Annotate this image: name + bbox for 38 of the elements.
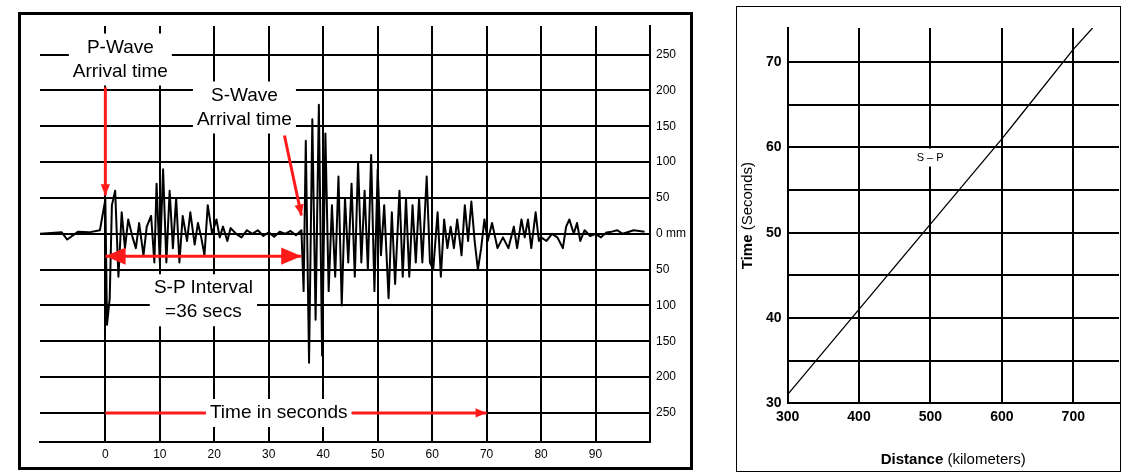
y-tick-label: 100 — [656, 297, 677, 312]
y-tick-label: 250 — [656, 405, 677, 420]
y-tick-label: 200 — [656, 369, 677, 384]
x-tick-label: 400 — [847, 408, 871, 425]
x-tick-label: 700 — [1061, 408, 1086, 425]
y-tick-label: 0 mm — [656, 226, 686, 241]
y-tick-label: 30 — [765, 394, 782, 411]
y-tick-label: 70 — [765, 52, 782, 69]
x-tick-label: 500 — [918, 408, 943, 425]
y-tick-label: 40 — [765, 308, 782, 325]
y-tick-label: 100 — [656, 154, 677, 169]
y-tick-label: 50 — [656, 190, 670, 205]
x-tick-label: 600 — [990, 408, 1014, 425]
annotation: P-Wave Arrival time — [72, 35, 168, 81]
x-axis-title: Distance (kilometers) — [880, 450, 1026, 468]
y-tick-label: 200 — [656, 82, 677, 97]
x-tick-label: 70 — [479, 447, 494, 462]
annotation: S-Wave Arrival time — [196, 83, 292, 129]
x-tick-label: 90 — [588, 447, 603, 462]
y-axis-title: Time (Seconds) — [738, 161, 756, 270]
x-tick-label: 50 — [371, 447, 385, 462]
x-tick-label: 60 — [425, 447, 440, 462]
y-tick-label: 50 — [656, 261, 670, 276]
y-tick-label: 150 — [656, 333, 677, 348]
x-tick-label: 10 — [153, 447, 167, 462]
x-tick-label: 80 — [534, 447, 549, 462]
y-tick-label: 60 — [765, 138, 782, 155]
y-tick-label: 150 — [656, 118, 677, 133]
y-tick-label: 250 — [656, 46, 677, 61]
x-axis-title: Time in seconds — [209, 401, 348, 423]
y-tick-label: 50 — [765, 223, 782, 240]
annotation: S-P Interval =36 secs — [153, 276, 253, 322]
x-tick-label: 30 — [262, 447, 276, 462]
text: S – P — [916, 150, 944, 163]
x-tick-label: 0 — [102, 447, 110, 462]
x-tick-label: 20 — [207, 447, 222, 462]
x-tick-label: 300 — [775, 408, 800, 425]
x-tick-label: 40 — [316, 447, 331, 462]
